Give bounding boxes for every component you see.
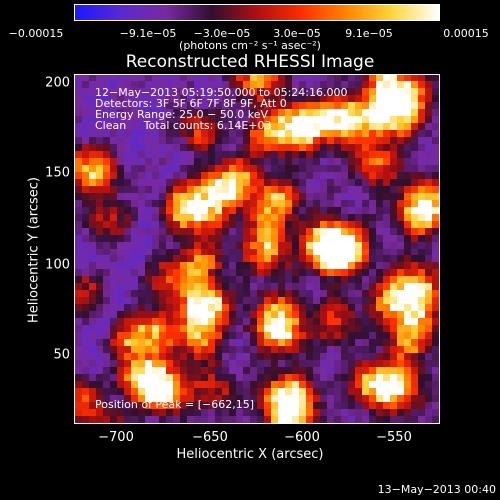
- y-tick-label: 200: [45, 75, 70, 91]
- y-axis-label: Heliocentric Y (arcsec): [26, 177, 42, 323]
- annotation-line: Detectors: 3F 5F 6F 7F 8F 9F, Att 0: [95, 97, 287, 110]
- colorbar-tick: −9.1e−05: [119, 27, 177, 40]
- x-tick-label: −650: [192, 430, 228, 445]
- annotation-line: Energy Range: 25.0 − 50.0 keV: [95, 108, 269, 121]
- y-tick-label: 50: [53, 347, 70, 363]
- heatmap-image: [75, 75, 439, 423]
- annotation-line: 12−May−2013 05:19:50.000 to 05:24:16.000: [95, 86, 348, 99]
- annotation-line: Clean Total counts: 6.14E+03: [95, 119, 272, 132]
- x-tick-label: −550: [376, 430, 412, 445]
- peak-position-text: Position of Peak = [−662,15]: [95, 398, 255, 411]
- colorbar-tick: 0.00015: [443, 27, 489, 40]
- x-axis-label: Heliocentric X (arcsec): [176, 447, 324, 462]
- colorbar-tick: −0.00015: [8, 27, 64, 40]
- x-tick-label: −700: [98, 430, 134, 445]
- colorbar-units: (photons cm⁻² s⁻¹ asec⁻²): [179, 39, 321, 52]
- timestamp: 13−May−2013 00:40: [377, 483, 496, 496]
- colorbar-tick: 9.1e−05: [345, 27, 393, 40]
- y-tick-label: 100: [45, 257, 70, 273]
- x-tick-label: −600: [284, 430, 320, 445]
- plot-title: Reconstructed RHESSI Image: [125, 52, 375, 72]
- y-tick-label: 150: [45, 165, 70, 181]
- colorbar-tick: −3.0e−05: [193, 27, 251, 40]
- colorbar-tick: 3.0e−05: [273, 27, 321, 40]
- colorbar: [74, 4, 440, 21]
- plot-area: 12−May−2013 05:19:50.000 to 05:24:16.000…: [74, 74, 440, 424]
